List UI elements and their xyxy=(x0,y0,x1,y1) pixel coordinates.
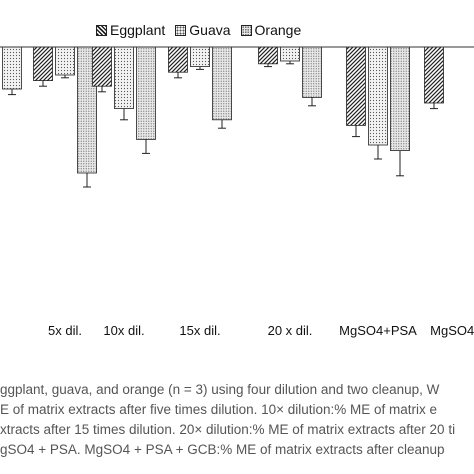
legend-label-eggplant: Eggplant xyxy=(110,22,166,38)
legend-item-guava: Guava xyxy=(175,22,231,38)
bar-guava-3 xyxy=(190,46,210,68)
category-label-1: 5x dil. xyxy=(48,323,82,338)
category-label-4: 20 x dil. xyxy=(268,323,313,338)
category-label-5: MgSO4+PSA xyxy=(339,323,417,338)
category-label-6: MgSO4+ xyxy=(430,323,474,338)
legend-item-orange: Orange xyxy=(240,22,302,38)
error-bar-orange-3 xyxy=(218,119,226,129)
error-bar-guava-0 xyxy=(8,89,16,96)
error-bar-eggplant-1 xyxy=(39,80,47,87)
error-bar-guava-4 xyxy=(286,61,294,65)
error-bar-orange-1 xyxy=(83,173,91,188)
error-bar-orange-2 xyxy=(142,139,150,154)
bar-guava-1 xyxy=(55,46,75,76)
bars-group xyxy=(2,46,444,174)
error-bar-eggplant-4 xyxy=(264,63,272,68)
error-bar-guava-2 xyxy=(120,108,128,121)
bar-orange-3 xyxy=(212,46,232,121)
error-bar-orange-5 xyxy=(396,150,404,177)
bar-guava-5 xyxy=(368,46,388,146)
caption-line-3: xtracts after 15 times dilution. 20× dil… xyxy=(0,422,456,437)
bar-orange-2 xyxy=(136,46,156,140)
bar-orange-5 xyxy=(390,46,410,151)
bar-orange-4 xyxy=(302,46,322,98)
error-bar-eggplant-3 xyxy=(174,72,182,79)
error-bar-guava-3 xyxy=(196,66,204,70)
bar-eggplant-6 xyxy=(424,46,444,104)
error-bar-orange-4 xyxy=(308,97,316,107)
error-bar-eggplant-6 xyxy=(430,103,438,110)
bar-guava-0 xyxy=(2,46,22,90)
bar-guava-2 xyxy=(114,46,134,109)
category-label-3: 15x dil. xyxy=(179,323,220,338)
bar-guava-4 xyxy=(280,46,300,62)
legend-label-orange: Orange xyxy=(254,22,302,38)
legend-swatch-orange xyxy=(240,24,252,36)
legend-label-guava: Guava xyxy=(189,22,231,38)
caption-line-4: gSO4 + PSA. MgSO4 + PSA + GCB:% ME of ma… xyxy=(0,442,445,457)
category-label-2: 10x dil. xyxy=(103,323,144,338)
error-bar-eggplant-5 xyxy=(352,125,360,138)
caption-line-1: ggplant, guava, and orange (n = 3) using… xyxy=(0,382,440,397)
error-bar-guava-5 xyxy=(374,145,382,160)
bar-eggplant-3 xyxy=(168,46,188,73)
figure-caption: ggplant, guava, and orange (n = 3) using… xyxy=(0,380,474,460)
category-labels-group: 5x dil. 10x dil. 15x dil. 20 x dil. MgSO4+PS… xyxy=(48,323,474,338)
chart-area: 5x dil. 10x dil. 15x dil. 20 x dil. MgSO4+PS… xyxy=(0,22,474,338)
error-bar-guava-1 xyxy=(61,75,69,79)
bar-chart: 5x dil. 10x dil. 15x dil. 20 x dil. MgSO4+PS… xyxy=(0,46,474,338)
legend-swatch-guava xyxy=(175,24,187,36)
bar-eggplant-4 xyxy=(258,46,278,65)
legend-swatch-eggplant xyxy=(96,24,107,36)
error-bar-eggplant-2 xyxy=(98,86,106,93)
bar-eggplant-2 xyxy=(92,46,112,87)
legend-item-eggplant: Eggplant xyxy=(96,22,165,38)
error-bars-group xyxy=(8,61,438,188)
chart-legend: Eggplant Guava Orange xyxy=(96,22,301,38)
caption-line-2: E of matrix extracts after five times di… xyxy=(0,402,438,417)
bar-eggplant-5 xyxy=(346,46,366,126)
bar-eggplant-1 xyxy=(33,46,53,81)
